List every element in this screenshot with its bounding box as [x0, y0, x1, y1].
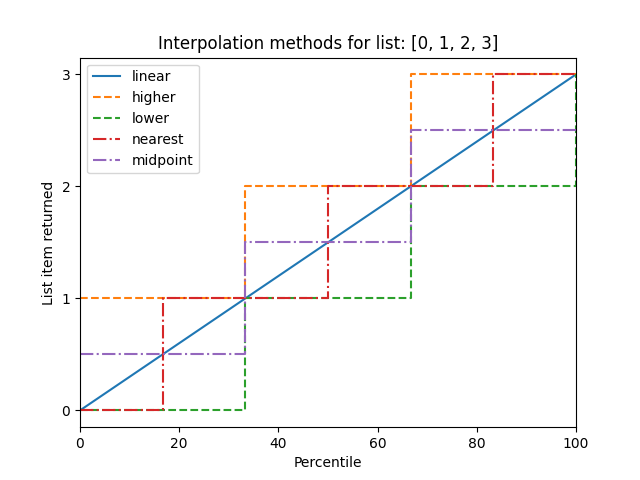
midpoint	[407, 128, 415, 133]
nearest	[572, 72, 580, 77]
higher	[407, 72, 415, 77]
Title: Interpolation methods for list: [0, 1, 2, 3]: Interpolation methods for list: [0, 1, 2…	[158, 35, 498, 53]
lower	[241, 296, 249, 301]
higher	[241, 183, 249, 189]
Y-axis label: List item returned: List item returned	[42, 180, 56, 304]
midpoint	[572, 128, 580, 133]
nearest	[324, 296, 332, 301]
midpoint	[76, 351, 84, 357]
higher	[572, 72, 580, 77]
higher	[241, 296, 249, 301]
midpoint	[241, 240, 249, 245]
nearest	[159, 408, 166, 413]
lower	[76, 408, 84, 413]
midpoint	[76, 351, 84, 357]
nearest	[324, 183, 332, 189]
lower	[407, 183, 415, 189]
nearest	[159, 296, 166, 301]
midpoint	[241, 351, 249, 357]
Line: nearest: nearest	[80, 74, 576, 410]
higher	[76, 296, 84, 301]
nearest	[490, 72, 497, 77]
Line: lower: lower	[80, 74, 576, 410]
Line: midpoint: midpoint	[80, 131, 576, 354]
Legend: linear, higher, lower, nearest, midpoint: linear, higher, lower, nearest, midpoint	[87, 64, 198, 173]
nearest	[490, 183, 497, 189]
higher	[76, 296, 84, 301]
lower	[572, 183, 580, 189]
lower	[407, 296, 415, 301]
higher	[407, 183, 415, 189]
X-axis label: Percentile: Percentile	[294, 456, 362, 470]
lower	[572, 72, 580, 77]
Line: higher: higher	[80, 74, 576, 299]
nearest	[76, 408, 84, 413]
midpoint	[407, 240, 415, 245]
lower	[241, 408, 249, 413]
